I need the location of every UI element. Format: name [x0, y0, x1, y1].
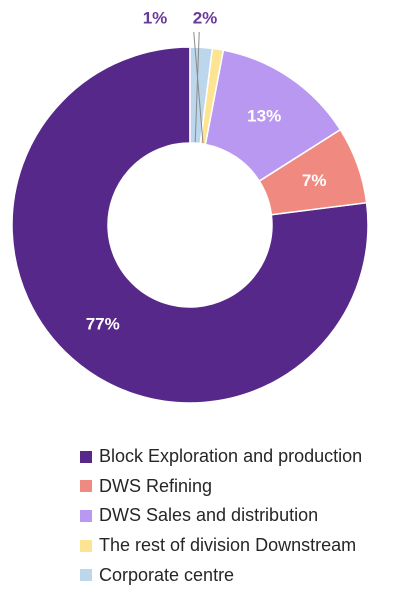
label-dws-refining: 7%	[302, 171, 327, 190]
label-rest-downstream: 1%	[143, 9, 168, 28]
legend-item-dws-sales: DWS Sales and distribution	[80, 501, 395, 531]
legend-item-rest-downstream: The rest of division Downstream	[80, 531, 395, 561]
donut-slices	[11, 46, 369, 404]
legend-swatch	[80, 480, 92, 493]
slice-labels: 77% 7% 13% 1% 2%	[86, 9, 327, 334]
legend-label: Corporate centre	[99, 564, 235, 585]
legend-label: DWS Sales and distribution	[99, 505, 319, 526]
label-leader-lines	[193, 31, 204, 144]
legend-swatch	[80, 450, 92, 463]
donut-chart: 77% 7% 13% 1% 2%	[11, 9, 369, 404]
chart-legend: Block Exploration and production DWS Ref…	[80, 442, 395, 590]
leader-line	[193, 31, 204, 144]
legend-label: Block Exploration and production	[99, 446, 363, 467]
slice-dws-sales	[204, 49, 342, 183]
legend-swatch	[80, 539, 92, 552]
label-corporate-centre: 2%	[193, 9, 218, 28]
legend-item-block-exploration: Block Exploration and production	[80, 442, 395, 472]
legend-item-corporate-centre: Corporate centre	[80, 560, 395, 590]
slice-block-exploration	[11, 46, 369, 404]
legend-item-dws-refining: DWS Refining	[80, 472, 395, 502]
legend-label: DWS Refining	[99, 475, 213, 496]
label-block-exploration: 77%	[86, 315, 120, 334]
legend-label: The rest of division Downstream	[99, 535, 357, 556]
leader-line	[194, 31, 200, 143]
label-dws-sales: 13%	[247, 106, 281, 125]
legend-swatch	[80, 509, 92, 522]
legend-swatch	[80, 569, 92, 582]
